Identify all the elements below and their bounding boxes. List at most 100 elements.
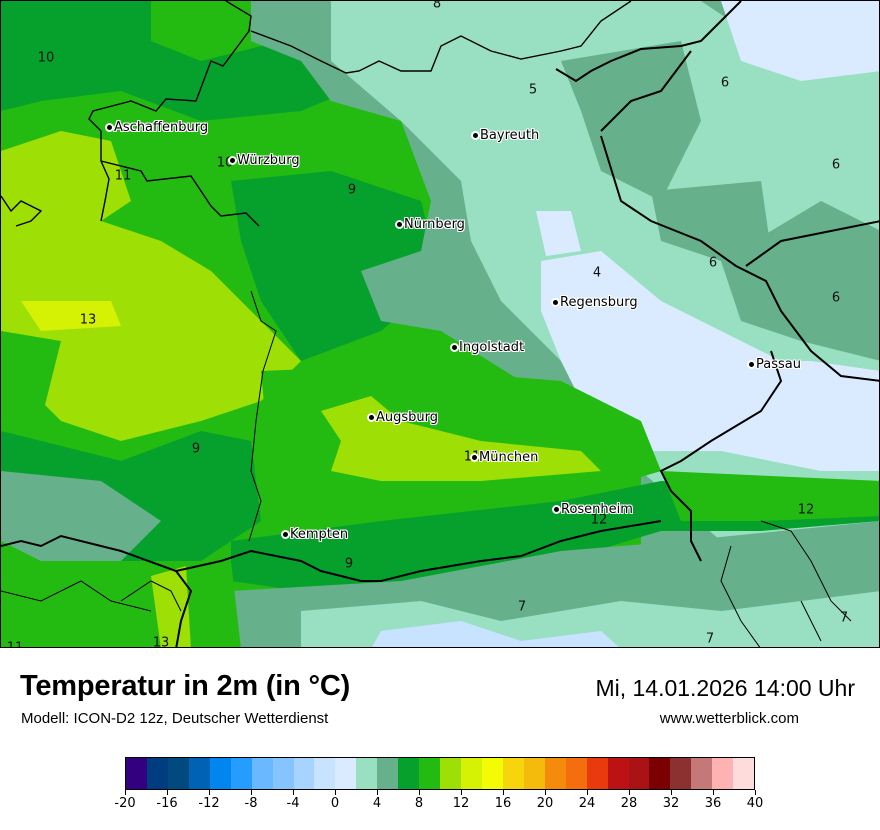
region-10c-vorarlberg [1, 561, 241, 647]
colorbar-tick-label: 36 [704, 796, 722, 811]
colorbar-bin [398, 758, 420, 789]
city-dot-icon [452, 345, 457, 350]
colorbar-tick-label: -8 [244, 796, 258, 811]
temperature-value: 6 [708, 255, 718, 271]
city-marker-ingolstadt[interactable]: Ingolstadt [452, 340, 524, 355]
temperature-value: 13 [79, 312, 97, 328]
city-marker-regensburg[interactable]: Regensburg [553, 295, 638, 310]
city-label: Rosenheim [561, 502, 633, 517]
region-10c-west [1, 331, 61, 431]
colorbar-tick [334, 790, 336, 795]
colorbar-bin [272, 758, 294, 789]
temperature-value: 11 [6, 640, 24, 648]
colorbar-tick-label: -16 [156, 796, 178, 811]
colorbar-tick-label: 8 [414, 796, 424, 811]
colorbar-tick-label: -4 [286, 796, 300, 811]
colorbar-bin [670, 758, 692, 789]
colorbar-tick [460, 790, 462, 795]
city-label: Passau [756, 357, 801, 372]
city-label: München [479, 450, 539, 465]
temperature-value: 11 [114, 168, 132, 184]
state-borders [1, 1, 632, 227]
temperature-value: 13 [152, 635, 170, 648]
colorbar-bin [502, 758, 524, 789]
city-dot-icon [107, 125, 112, 130]
city-label: Ingolstadt [459, 340, 525, 355]
colorbar-tick-label: 12 [452, 796, 470, 811]
region-6c-sw [1, 471, 161, 561]
colorbar-bin [377, 758, 399, 789]
temperature-value: 9 [191, 441, 201, 457]
colorbar-bin [733, 758, 755, 789]
city-dot-icon [554, 507, 559, 512]
city-dot-icon [749, 362, 754, 367]
region-10c-inn [661, 471, 879, 521]
colorbar-tick [628, 790, 630, 795]
temperature-value: 10 [37, 50, 55, 66]
temperature-value: 6 [720, 75, 730, 91]
colorbar [125, 757, 755, 790]
temperature-value: 10 [216, 155, 234, 171]
region-12c-west [1, 131, 301, 441]
temperature-map[interactable]: 8105661110946613911121297771113 Aschaffe… [0, 0, 880, 648]
colorbar-bin [649, 758, 671, 789]
colorbar-bin [335, 758, 357, 789]
region-6c-ne [561, 41, 701, 201]
city-marker-würzburg[interactable]: Würzburg [230, 153, 300, 168]
city-dot-icon [553, 300, 558, 305]
city-marker-nürnberg[interactable]: Nürnberg [397, 217, 465, 232]
colorbar-bin [209, 758, 231, 789]
colorbar-tick-label: 32 [662, 796, 680, 811]
colorbar-bin [314, 758, 336, 789]
colorbar-tick [586, 790, 588, 795]
colorbar-bin [293, 758, 315, 789]
colorbar-bin [167, 758, 189, 789]
colorbar-tick [124, 790, 126, 795]
city-label: Würzburg [237, 153, 300, 168]
model-subtitle: Modell: ICON-D2 12z, Deutscher Wetterdie… [21, 710, 329, 727]
city-dot-icon [283, 532, 288, 537]
country-borders [1, 1, 879, 647]
city-dot-icon [472, 455, 477, 460]
city-marker-kempten[interactable]: Kempten [283, 527, 348, 542]
colorbar-bin [544, 758, 566, 789]
temperature-value: 12 [797, 502, 815, 518]
colorbar-bin [251, 758, 273, 789]
city-label: Augsburg [376, 410, 439, 425]
colorbar-tick [418, 790, 420, 795]
colorbar-bin [628, 758, 650, 789]
temperature-value: 12 [590, 512, 608, 528]
colorbar-tick-label: 0 [330, 796, 340, 811]
district-borders [1, 290, 852, 647]
colorbar-tick-label: 24 [578, 796, 596, 811]
colorbar-tick [670, 790, 672, 795]
colorbar-tick-label: 4 [372, 796, 382, 811]
colorbar-tick [712, 790, 714, 795]
city-marker-aschaffenburg[interactable]: Aschaffenburg [107, 120, 208, 135]
colorbar-tick [292, 790, 294, 795]
colorbar-tick-label: 40 [746, 796, 764, 811]
colorbar-tick [166, 790, 168, 795]
colorbar-tick [208, 790, 210, 795]
temperature-value: 9 [347, 182, 357, 198]
colorbar-bin [607, 758, 629, 789]
colorbar-bin [440, 758, 461, 789]
city-marker-passau[interactable]: Passau [749, 357, 801, 372]
city-marker-bayreuth[interactable]: Bayreuth [473, 128, 539, 143]
city-marker-augsburg[interactable]: Augsburg [369, 410, 438, 425]
temperature-value: 4 [592, 265, 602, 281]
city-marker-münchen[interactable]: München [472, 450, 538, 465]
colorbar-bin [419, 758, 441, 789]
colorbar-tick [502, 790, 504, 795]
region-0c-alps [372, 621, 619, 647]
city-dot-icon [397, 222, 402, 227]
colorbar-bin [586, 758, 608, 789]
region-6c-e2 [651, 181, 771, 261]
colorbar-tick-label: -12 [198, 796, 220, 811]
website-link[interactable]: www.wetterblick.com [659, 710, 799, 727]
city-marker-rosenheim[interactable]: Rosenheim [554, 502, 633, 517]
colorbar-tick [250, 790, 252, 795]
region-2c-ne [721, 1, 879, 81]
city-label: Regensburg [560, 295, 638, 310]
temperature-value: 6 [831, 157, 841, 173]
